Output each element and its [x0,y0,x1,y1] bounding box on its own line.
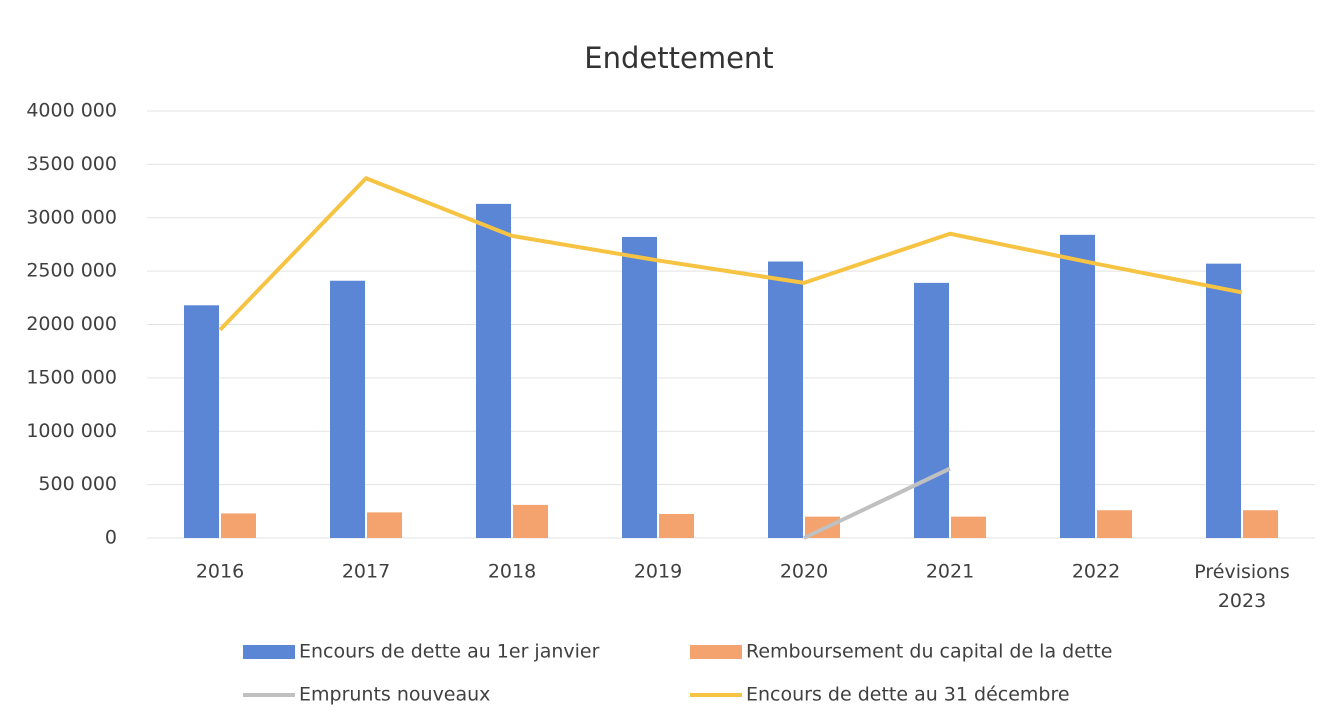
bar [367,512,402,538]
bar [951,516,986,538]
y-tick-label: 2500 000 [26,260,117,282]
y-tick-label: 3500 000 [26,153,117,175]
legend-label: Encours de dette au 1er janvier [299,641,600,663]
bar [221,513,256,538]
y-tick-label: 1000 000 [26,420,117,442]
bar [513,504,548,538]
x-tick-label: 2022 [1072,561,1120,583]
legend-label: Remboursement du capital de la dette [746,641,1112,663]
y-tick-label: 0 [105,527,117,549]
bar [1243,510,1278,538]
bar [476,203,511,538]
x-tick-label: 2016 [196,561,244,583]
bar [768,261,803,538]
legend-label: Encours de dette au 31 décembre [746,684,1070,706]
y-tick-label: 3000 000 [26,206,117,228]
y-tick-label: 2000 000 [26,313,117,335]
bar [184,305,219,538]
y-tick-label: 500 000 [38,473,117,495]
y-tick-label: 1500 000 [26,366,117,388]
legend-swatch [243,645,295,659]
bar [1060,234,1095,538]
bar [659,513,694,538]
x-tick-label: 2021 [926,561,974,583]
x-tick-label: 2017 [342,561,390,583]
bar [330,280,365,538]
y-tick-label: 4000 000 [26,100,117,122]
line [218,176,1243,332]
line [803,466,951,540]
x-tick-label: Prévisions 2023 [1194,561,1289,612]
bar [914,282,949,538]
chart-title: Endettement [584,41,773,75]
legend-label: Emprunts nouveaux [299,684,490,706]
bar [1206,263,1241,538]
bar [1097,510,1132,538]
x-tick-label: 2018 [488,561,536,583]
x-tick-label: 2020 [780,561,828,583]
x-tick-label: 2019 [634,561,682,583]
bar [622,236,657,538]
legend-swatch [690,645,742,659]
